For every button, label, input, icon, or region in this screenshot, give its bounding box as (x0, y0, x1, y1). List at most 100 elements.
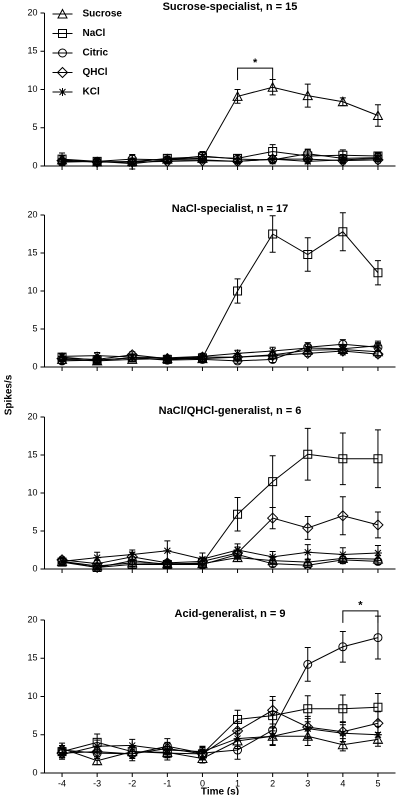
data-point (161, 557, 174, 569)
y-tick-label: 0 (32, 767, 37, 777)
data-point (231, 547, 244, 559)
y-tick-label: 15 (27, 46, 37, 56)
data-point (338, 704, 348, 714)
data-point (372, 109, 384, 121)
chart-title: Sucrose-specialist, n = 15 (163, 1, 298, 13)
series-line (62, 637, 379, 755)
data-point (163, 746, 172, 755)
error-bar (269, 506, 276, 530)
y-tick-label: 0 (32, 563, 37, 573)
x-tick-label: 0 (200, 778, 205, 788)
x-axis-label: Time (s) (201, 787, 239, 795)
data-point (268, 711, 278, 721)
data-point (92, 562, 102, 572)
series-line (62, 86, 379, 163)
data-point (162, 741, 172, 751)
data-point (126, 551, 138, 563)
series-line (62, 153, 378, 163)
data-point (57, 557, 67, 567)
data-point (303, 659, 313, 669)
data-point (93, 553, 102, 562)
data-point (338, 339, 348, 349)
data-point (338, 227, 348, 237)
error-bar (339, 630, 346, 663)
error-bar (339, 212, 346, 252)
legend-label: QHCl (83, 67, 108, 78)
data-point (338, 642, 348, 652)
y-tick-label: 5 (32, 323, 37, 333)
series-line (61, 453, 378, 568)
data-point (56, 352, 68, 365)
data-point (373, 342, 383, 352)
data-point (196, 748, 209, 760)
data-point (233, 509, 243, 519)
data-point (233, 745, 243, 755)
data-point (57, 356, 67, 366)
chart-title: NaCl-specialist, n = 17 (172, 203, 288, 215)
y-tick-label: 10 (27, 487, 37, 497)
data-point (303, 704, 313, 714)
x-tick-label: 3 (305, 778, 310, 788)
error-bar (374, 511, 381, 539)
data-point (161, 352, 174, 365)
data-point (268, 552, 277, 561)
data-point (266, 512, 279, 524)
data-point (337, 510, 349, 522)
data-point (373, 556, 383, 566)
y-tick-label: 0 (32, 361, 37, 371)
data-point (233, 546, 242, 554)
data-point (372, 519, 384, 531)
x-tick-label: 4 (340, 778, 345, 788)
data-point (373, 549, 382, 558)
series-line (62, 231, 379, 361)
significance-label: * (253, 57, 258, 69)
series-line (62, 709, 379, 755)
data-point (303, 548, 312, 557)
series-line (62, 157, 378, 165)
error-bar (304, 562, 311, 568)
error-bar (234, 278, 241, 304)
data-point (196, 351, 209, 363)
y-tick-label: 15 (27, 247, 37, 257)
error-bar (269, 455, 276, 508)
error-bar (304, 83, 311, 108)
data-point (373, 730, 382, 739)
data-point (197, 151, 207, 161)
legend-label: KCl (83, 87, 100, 98)
x-tick-label: -4 (58, 778, 66, 788)
data-point (232, 351, 243, 362)
data-point (302, 522, 314, 534)
data-point (233, 154, 243, 164)
data-point (268, 477, 278, 487)
data-point (162, 353, 173, 364)
data-point (93, 742, 102, 751)
data-point (198, 352, 207, 361)
data-point (58, 352, 67, 361)
data-point (231, 155, 244, 168)
data-point (268, 146, 278, 156)
data-point (196, 154, 209, 167)
data-point (337, 552, 349, 563)
data-point (267, 81, 278, 92)
chart-title: NaCl/QHCl-generalist, n = 6 (159, 405, 302, 417)
data-point (128, 741, 137, 750)
y-axis-label: Spikes/s (4, 374, 15, 415)
data-point (338, 454, 348, 464)
data-point (373, 268, 383, 278)
y-tick-label: 0 (32, 160, 37, 170)
data-point (373, 454, 383, 464)
significance-label: * (358, 600, 363, 612)
data-point (91, 353, 103, 366)
y-tick-label: 5 (32, 122, 37, 132)
data-point (372, 717, 384, 729)
data-point (91, 557, 103, 570)
data-point (337, 154, 349, 167)
y-tick-label: 20 (27, 209, 37, 219)
y-tick-label: 5 (32, 729, 37, 739)
y-tick-label: 20 (27, 411, 37, 421)
series-line (61, 515, 379, 565)
x-tick-label: -1 (163, 778, 171, 788)
data-point (337, 739, 349, 750)
data-point (337, 96, 349, 107)
significance-bracket (237, 67, 274, 81)
